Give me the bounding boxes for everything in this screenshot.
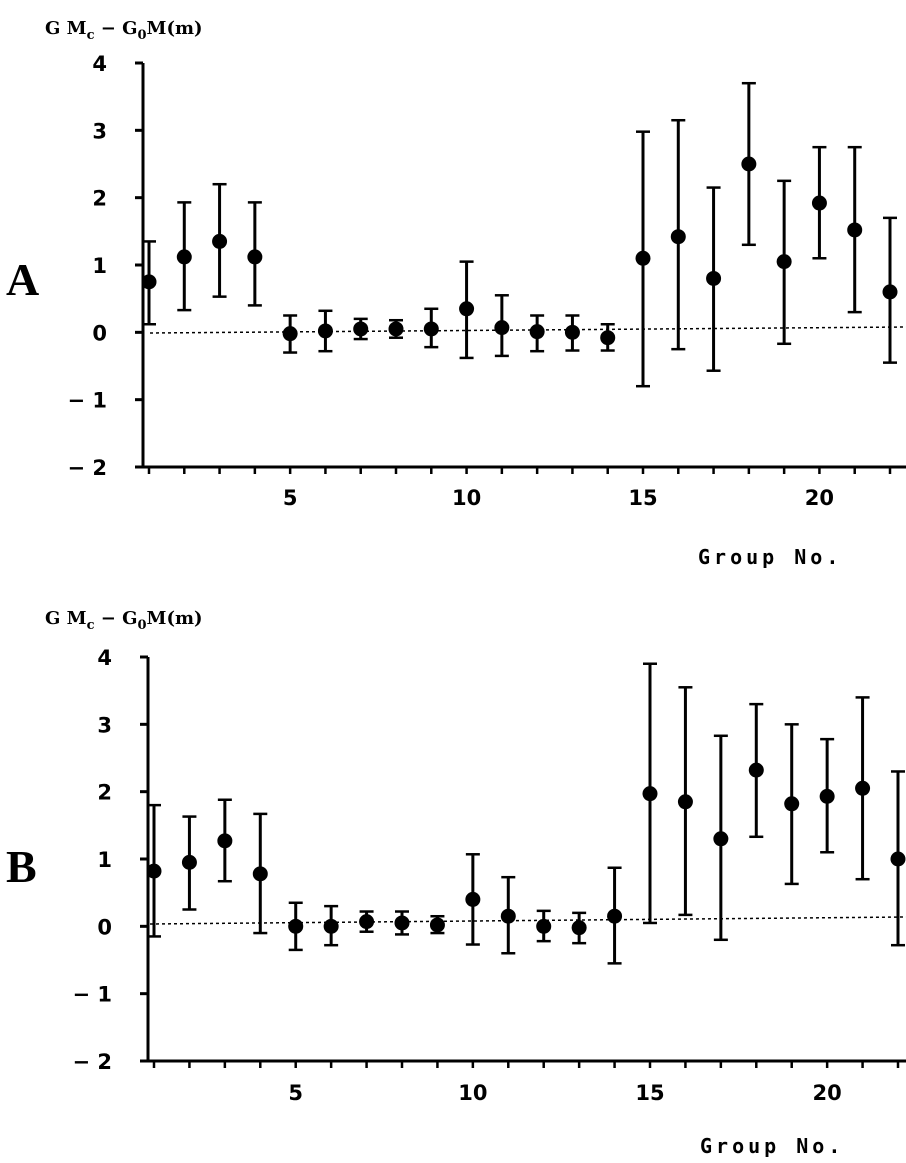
panel-b-data-point (394, 915, 410, 931)
panel-a-data-point (141, 274, 157, 290)
panel-b-letter: B (6, 841, 37, 892)
panel-a-letter: A (6, 254, 39, 305)
panel-b-data-point (607, 908, 623, 924)
panel-b-x-tick-label: 5 (288, 1081, 303, 1105)
panel-b-y-tick-label: − 2 (72, 1050, 112, 1074)
panel-a-data-point (670, 229, 686, 245)
panel-a-y-tick-label: 2 (92, 187, 107, 211)
panel-a-data-point (494, 320, 510, 336)
panel-b-y-label-part-gm: G M (45, 608, 87, 629)
panel-b-y-tick-label: − 1 (72, 983, 112, 1007)
panel-a-x-tick-label: 5 (283, 486, 298, 510)
panel-a-data-point (423, 321, 439, 337)
panel-a-data-point (811, 195, 827, 211)
panel-b-marks (146, 662, 906, 965)
panel-b-data-point (748, 762, 764, 778)
panel-b-zero-reference-line (149, 916, 906, 925)
panel-b-x-tick-label: 20 (813, 1081, 842, 1105)
panel-a-data-point (635, 250, 651, 266)
panel-b-data-point (713, 831, 729, 847)
panel-a-y-tick-label: − 2 (67, 456, 107, 480)
panel-a-y-tick-label: − 1 (67, 389, 107, 413)
panel-b-y-tick-label: 0 (97, 915, 112, 939)
panel-b-data-point (146, 863, 162, 879)
panel-b-x-tick-label: 10 (458, 1081, 487, 1105)
panel-b-data-point (855, 780, 871, 796)
panel-b-y-tick-label: 2 (97, 781, 112, 805)
panel-b-data-point (323, 918, 339, 934)
panel-a-marks (141, 81, 898, 388)
panel-a-data-point (776, 254, 792, 270)
panel-a-y-label-part-m: M(m) (147, 18, 203, 39)
panel-b-data-point (677, 794, 693, 810)
panel-b-y-label-part-minus: − G (95, 608, 138, 629)
panel-b-data-point (181, 854, 197, 870)
panel-b-y-tick-label: 1 (97, 848, 112, 872)
panel-b-y-axis-label: G Mc − G0M(m) (45, 608, 203, 633)
panel-a-data-point (564, 324, 580, 340)
panel-a-x-tick-label: 20 (805, 486, 834, 510)
panel-a-y-tick-label: 4 (92, 52, 107, 76)
panel-a-data-point (247, 249, 263, 265)
panel-b-x-axis-label: Group No. (700, 1134, 844, 1158)
panel-a-y-label-sub-c: c (87, 28, 95, 43)
panel-a-y-tick-label: 0 (92, 321, 107, 345)
panel-b-data-point (642, 786, 658, 802)
panel-a-y-label-sub-0: 0 (138, 28, 147, 43)
panel-a-data-point (847, 222, 863, 238)
panel-b-data-point (465, 891, 481, 907)
panel-a-y-label-part-gm: G M (45, 18, 87, 39)
panel-a-x-tick-label: 10 (452, 486, 481, 510)
panel-b-data-point (429, 917, 445, 933)
panel-b-data-point (288, 918, 304, 934)
panel-a-data-point (317, 323, 333, 339)
panel-a-data-point (706, 270, 722, 286)
panel-b-data-point (500, 908, 516, 924)
panel-b-data-point (819, 788, 835, 804)
panel-a-y-label-part-minus: − G (95, 18, 138, 39)
panel-b-y-tick-label: 4 (97, 646, 112, 670)
panel-b-data-point (784, 796, 800, 812)
panel-a-data-point (882, 284, 898, 300)
panel-a-x-tick-label: 15 (628, 486, 657, 510)
panel-b-data-point (217, 833, 233, 849)
panel-b-data-point (890, 851, 906, 867)
panel-a-data-point (353, 321, 369, 337)
panel-a-zero-reference-line (149, 326, 906, 334)
panel-a-data-point (388, 321, 404, 337)
panel-b-y-tick-label: 3 (97, 713, 112, 737)
panel-a-data-point (600, 330, 616, 346)
panel-b-x-tick-label: 15 (635, 1081, 664, 1105)
panel-b-data-point (571, 920, 587, 936)
panel-b-y-label-part-m: M(m) (147, 608, 203, 629)
panel-b-baseline (149, 916, 906, 925)
panel-a-data-point (212, 233, 228, 249)
panel-b-data-point (359, 914, 375, 930)
panel-a-data-point (282, 326, 298, 342)
panel-a-data-point (176, 249, 192, 265)
panel-a-y-tick-label: 3 (92, 119, 107, 143)
panel-b-data-point (536, 918, 552, 934)
panel-a-y-tick-label: 1 (92, 254, 107, 278)
panel-a-x-axis-label: Group No. (698, 545, 842, 569)
panel-a-data-point (459, 301, 475, 317)
panel-b-y-label-sub-c: c (87, 618, 95, 633)
panel-a-baseline (149, 326, 906, 334)
panel-b-data-point (252, 866, 268, 882)
panel-a-y-axis-label: G Mc − G0M(m) (45, 18, 203, 43)
panel-a-data-point (529, 324, 545, 340)
panel-a-data-point (741, 156, 757, 172)
panel-b-y-label-sub-0: 0 (138, 618, 147, 633)
